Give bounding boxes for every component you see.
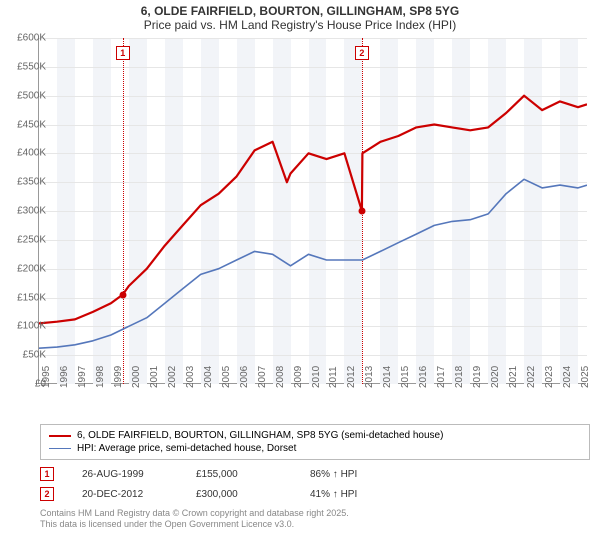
- series-line-hpi: [39, 179, 587, 348]
- legend-swatch: [49, 435, 71, 437]
- x-axis-label: 2005: [221, 366, 232, 388]
- x-axis-label: 2006: [239, 366, 250, 388]
- series-svg: [39, 38, 587, 384]
- x-axis-label: 2018: [454, 366, 465, 388]
- x-axis-label: 2002: [167, 366, 178, 388]
- x-axis-label: 2013: [364, 366, 375, 388]
- x-axis-label: 2015: [400, 366, 411, 388]
- x-axis-label: 2025: [580, 366, 591, 388]
- x-axis-label: 2007: [257, 366, 268, 388]
- x-axis-label: 2021: [508, 366, 519, 388]
- x-axis-label: 2024: [562, 366, 573, 388]
- y-axis-label: £0: [6, 379, 46, 390]
- y-axis-label: £500K: [6, 90, 46, 101]
- chart-area: 12 £0£50K£100K£150K£200K£250K£300K£350K£…: [38, 38, 598, 418]
- y-axis-label: £200K: [6, 263, 46, 274]
- y-axis-label: £50K: [6, 350, 46, 361]
- y-axis-label: £150K: [6, 292, 46, 303]
- y-axis-label: £350K: [6, 177, 46, 188]
- y-axis-label: £250K: [6, 234, 46, 245]
- legend-label: 6, OLDE FAIRFIELD, BOURTON, GILLINGHAM, …: [77, 430, 443, 441]
- sale-delta: 86% ↑ HPI: [310, 469, 396, 480]
- x-axis-label: 2004: [203, 366, 214, 388]
- sale-dot: [358, 208, 365, 215]
- x-axis-label: 1998: [95, 366, 106, 388]
- legend-label: HPI: Average price, semi-detached house,…: [77, 443, 296, 454]
- y-axis-label: £300K: [6, 206, 46, 217]
- x-axis-label: 1995: [41, 366, 52, 388]
- plot-region: 12: [38, 38, 586, 384]
- x-axis-label: 1996: [59, 366, 70, 388]
- x-axis-label: 2010: [311, 366, 322, 388]
- y-axis-label: £450K: [6, 119, 46, 130]
- x-axis-label: 2019: [472, 366, 483, 388]
- title-block: 6, OLDE FAIRFIELD, BOURTON, GILLINGHAM, …: [0, 0, 600, 34]
- x-axis-label: 2012: [346, 366, 357, 388]
- sale-row: 1 26-AUG-1999 £155,000 86% ↑ HPI: [40, 464, 590, 484]
- footer-line: This data is licensed under the Open Gov…: [40, 519, 590, 530]
- sale-price: £300,000: [196, 489, 282, 500]
- chart-container: 6, OLDE FAIRFIELD, BOURTON, GILLINGHAM, …: [0, 0, 600, 560]
- sale-price: £155,000: [196, 469, 282, 480]
- x-axis-label: 1997: [77, 366, 88, 388]
- sale-delta: 41% ↑ HPI: [310, 489, 396, 500]
- x-axis-label: 2017: [436, 366, 447, 388]
- sale-badge: 1: [40, 467, 54, 481]
- sale-dot: [119, 291, 126, 298]
- legend-row: 6, OLDE FAIRFIELD, BOURTON, GILLINGHAM, …: [49, 429, 581, 442]
- series-line-property: [39, 96, 587, 324]
- x-axis-label: 2016: [418, 366, 429, 388]
- chart-title: 6, OLDE FAIRFIELD, BOURTON, GILLINGHAM, …: [0, 4, 600, 18]
- x-axis-label: 2011: [328, 366, 339, 388]
- x-axis-label: 2003: [185, 366, 196, 388]
- x-axis-label: 2000: [131, 366, 142, 388]
- y-axis-label: £600K: [6, 33, 46, 44]
- sale-row: 2 20-DEC-2012 £300,000 41% ↑ HPI: [40, 484, 590, 504]
- footer: Contains HM Land Registry data © Crown c…: [40, 508, 590, 531]
- x-axis-label: 2001: [149, 366, 160, 388]
- sale-date: 26-AUG-1999: [82, 469, 168, 480]
- sales-table: 1 26-AUG-1999 £155,000 86% ↑ HPI 2 20-DEC-201…: [40, 464, 590, 504]
- x-axis-label: 2014: [382, 366, 393, 388]
- legend-box: 6, OLDE FAIRFIELD, BOURTON, GILLINGHAM, …: [40, 424, 590, 460]
- x-axis-label: 2022: [526, 366, 537, 388]
- y-axis-label: £550K: [6, 61, 46, 72]
- y-axis-label: £400K: [6, 148, 46, 159]
- footer-line: Contains HM Land Registry data © Crown c…: [40, 508, 590, 519]
- x-axis-label: 2023: [544, 366, 555, 388]
- chart-subtitle: Price paid vs. HM Land Registry's House …: [0, 18, 600, 32]
- legend-swatch: [49, 448, 71, 449]
- x-axis-label: 2008: [275, 366, 286, 388]
- x-axis-label: 1999: [113, 366, 124, 388]
- x-axis-label: 2009: [293, 366, 304, 388]
- x-axis-label: 2020: [490, 366, 501, 388]
- legend-row: HPI: Average price, semi-detached house,…: [49, 442, 581, 455]
- y-axis-label: £100K: [6, 321, 46, 332]
- sale-date: 20-DEC-2012: [82, 489, 168, 500]
- sale-badge: 2: [40, 487, 54, 501]
